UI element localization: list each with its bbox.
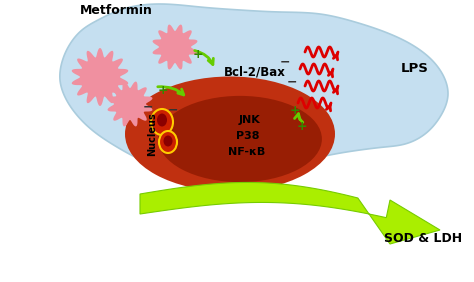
- Ellipse shape: [159, 131, 177, 153]
- Text: +: +: [297, 120, 307, 133]
- Text: Metformin: Metformin: [80, 3, 153, 17]
- Text: Nucleus: Nucleus: [147, 112, 157, 156]
- Ellipse shape: [158, 96, 322, 182]
- Polygon shape: [60, 4, 448, 178]
- Text: −: −: [287, 76, 297, 89]
- Ellipse shape: [164, 135, 173, 147]
- Polygon shape: [140, 182, 440, 244]
- Text: Bcl-2/Bax: Bcl-2/Bax: [224, 65, 286, 78]
- Text: JNK: JNK: [239, 115, 261, 125]
- Text: NF-κB: NF-κB: [228, 147, 265, 157]
- Ellipse shape: [125, 76, 335, 191]
- Text: P38: P38: [236, 131, 260, 141]
- Text: LPS: LPS: [401, 63, 429, 76]
- Text: −: −: [143, 100, 153, 113]
- Polygon shape: [72, 48, 128, 106]
- Polygon shape: [153, 25, 197, 69]
- Text: SOD & LDH: SOD & LDH: [384, 232, 462, 244]
- Ellipse shape: [151, 109, 173, 135]
- Ellipse shape: [157, 113, 167, 127]
- Text: −: −: [168, 103, 178, 116]
- Polygon shape: [108, 81, 153, 126]
- Text: −: −: [280, 56, 290, 69]
- Text: +: +: [193, 47, 203, 61]
- Text: +: +: [290, 103, 301, 116]
- Text: +: +: [158, 83, 168, 96]
